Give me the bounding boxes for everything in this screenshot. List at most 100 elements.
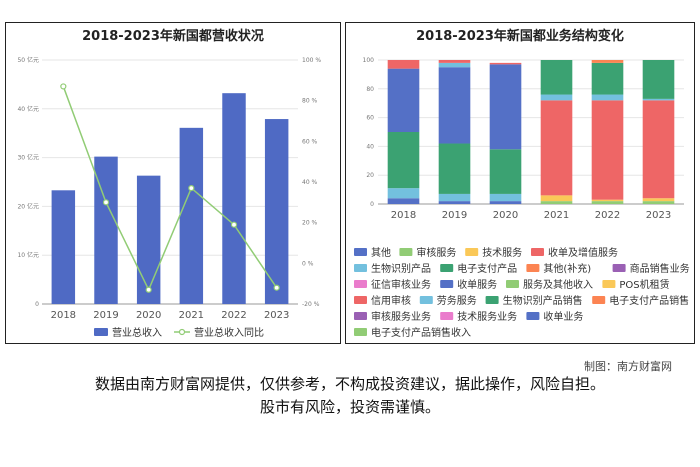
y-tick-left: 10 亿元 [17, 251, 39, 259]
stacked-bar-segment [489, 64, 522, 150]
revenue-bar [264, 119, 289, 304]
stacked-bar-segment [438, 143, 471, 194]
legend-label: 劳务服务 [437, 294, 477, 307]
y-tick-left: 40 亿元 [17, 105, 39, 113]
y-tick-right: 100 % [302, 57, 321, 64]
legend-swatch [354, 248, 367, 256]
legend-swatch [354, 328, 367, 336]
disclaimer-line-2: 股市有风险，投资需谨慎。 [259, 398, 440, 416]
stacked-bar-segment [642, 201, 675, 204]
legend-swatch [602, 280, 616, 288]
stacked-bar-segment [489, 193, 522, 202]
disclaimer-line-1: 数据由南方财富网提供，仅供参考，不构成投资建议，据此操作，风险自担。 [94, 375, 605, 393]
legend-label: 生物识别产品销售 [503, 294, 583, 307]
yoy-growth-point [230, 221, 238, 228]
y-tick-left: 30 亿元 [17, 154, 39, 162]
structure-chart-panel: 2018-2023年新国都业务结构变化 0 20 40 60 80 100 2018 2019… [345, 22, 695, 344]
yoy-growth-point [273, 284, 280, 291]
stacked-bar-segment [591, 201, 624, 204]
stacked-bar-segment [540, 60, 573, 95]
disclaimer: 数据由南方财富网提供，仅供参考，不构成投资建议，据此操作，风险自担。 股市有风险… [0, 373, 700, 419]
y-tick-right: 0 % [302, 260, 314, 267]
stacked-bar-segment [591, 199, 624, 202]
legend-label-growth: 营业总收入同比 [194, 326, 264, 339]
stacked-bar-segment [642, 98, 675, 101]
stacked-bar-segment [591, 60, 624, 63]
stacked-bar-segment [387, 68, 420, 132]
yoy-growth-point [102, 199, 110, 206]
legend-label: POS机租赁 [619, 278, 669, 291]
revenue-bar [222, 93, 246, 305]
stacked-bar-segment [387, 132, 420, 189]
y-tick: 40 [366, 143, 374, 150]
legend-swatch [506, 280, 519, 288]
legend-swatch [440, 280, 454, 288]
legend-swatch [354, 264, 367, 272]
x-tick-label: 2021 [179, 310, 204, 321]
credit-label: 制图：南方财富网 [584, 360, 672, 373]
revenue-bar [179, 127, 204, 304]
stacked-bar-segment [438, 201, 471, 204]
legend-label: 收单业务 [543, 310, 583, 323]
x-tick-label: 2022 [595, 210, 620, 221]
revenue-chart-title: 2018-2023年新国都营收状况 [82, 29, 264, 44]
stacked-bar-segment [489, 62, 522, 65]
legend-label: 电子支付产品销售 [609, 294, 689, 307]
y-tick: 80 [366, 86, 374, 93]
legend-swatch [526, 264, 540, 272]
legend-label: 收单服务 [457, 278, 497, 291]
x-tick-label: 2020 [136, 310, 161, 321]
y-tick-right: 80 % [302, 98, 318, 105]
stacked-bar-segment [642, 60, 675, 99]
stacked-bar-segment [642, 100, 675, 199]
legend-swatch [440, 312, 454, 320]
y-tick-left: 50 亿元 [17, 56, 39, 64]
legend-label: 生物识别产品 [371, 262, 431, 275]
stacked-bar-segment [591, 94, 624, 101]
legend-swatch [354, 312, 367, 320]
stacked-bar-segment [540, 100, 573, 196]
x-tick-label: 2023 [646, 210, 671, 221]
y-tick: 0 [370, 201, 374, 208]
x-tick-label: 2021 [544, 210, 569, 221]
stacked-bar-segment [489, 149, 522, 194]
stacked-bar-segment [387, 198, 420, 204]
legend-label: 商品销售业务 [630, 262, 690, 275]
legend-swatch [354, 280, 367, 288]
structure-chart-title: 2018-2023年新国都业务结构变化 [416, 29, 624, 44]
x-tick-label: 2019 [442, 210, 467, 221]
legend-swatch [465, 248, 479, 256]
stacked-bar-segment [540, 94, 573, 101]
legend-swatch [485, 296, 499, 304]
legend-label: 征信审核业务 [371, 278, 431, 291]
x-tick-label: 2022 [221, 310, 246, 321]
y-tick: 60 [366, 115, 374, 122]
stacked-bar-segment [489, 201, 522, 204]
legend-label: 信用审核 [371, 294, 411, 307]
revenue-chart-svg: 0 10 亿元 20 亿元 30 亿元 40 亿元 50 亿元 -20 % 0 % 20 % 40… [17, 56, 321, 339]
stacked-bar-segment [387, 60, 420, 69]
y-tick-right: 40 % [302, 179, 318, 186]
yoy-growth-line [62, 86, 278, 292]
y-tick-right: 20 % [302, 220, 318, 227]
legend-swatch [399, 248, 413, 256]
stacked-bar-segment [591, 100, 624, 200]
yoy-growth-point [145, 286, 152, 293]
x-tick-label: 2018 [391, 210, 416, 221]
legend-swatch [354, 296, 367, 304]
legend-label: 技术服务业务 [457, 310, 517, 323]
legend-label: 其他(补充) [543, 262, 591, 275]
legend-label: 其他 [371, 246, 391, 259]
yoy-growth-point [188, 185, 195, 192]
y-tick-right: -20 % [302, 301, 320, 308]
legend-label: 技术服务 [482, 246, 522, 259]
revenue-bar [51, 190, 76, 304]
x-tick-label: 2020 [493, 210, 518, 221]
revenue-chart-panel: 2018-2023年新国都营收状况 0 10 亿元 20 亿元 30 亿元 40 亿元 5… [5, 22, 341, 344]
legend-label: 电子支付产品 [457, 262, 517, 275]
y-tick-right: 60 % [302, 138, 318, 145]
legend-swatch [440, 264, 454, 272]
stacked-bar-segment [438, 193, 471, 202]
legend-label-revenue: 营业总收入 [112, 326, 162, 339]
legend-label: 收单及增值服务 [548, 246, 618, 259]
